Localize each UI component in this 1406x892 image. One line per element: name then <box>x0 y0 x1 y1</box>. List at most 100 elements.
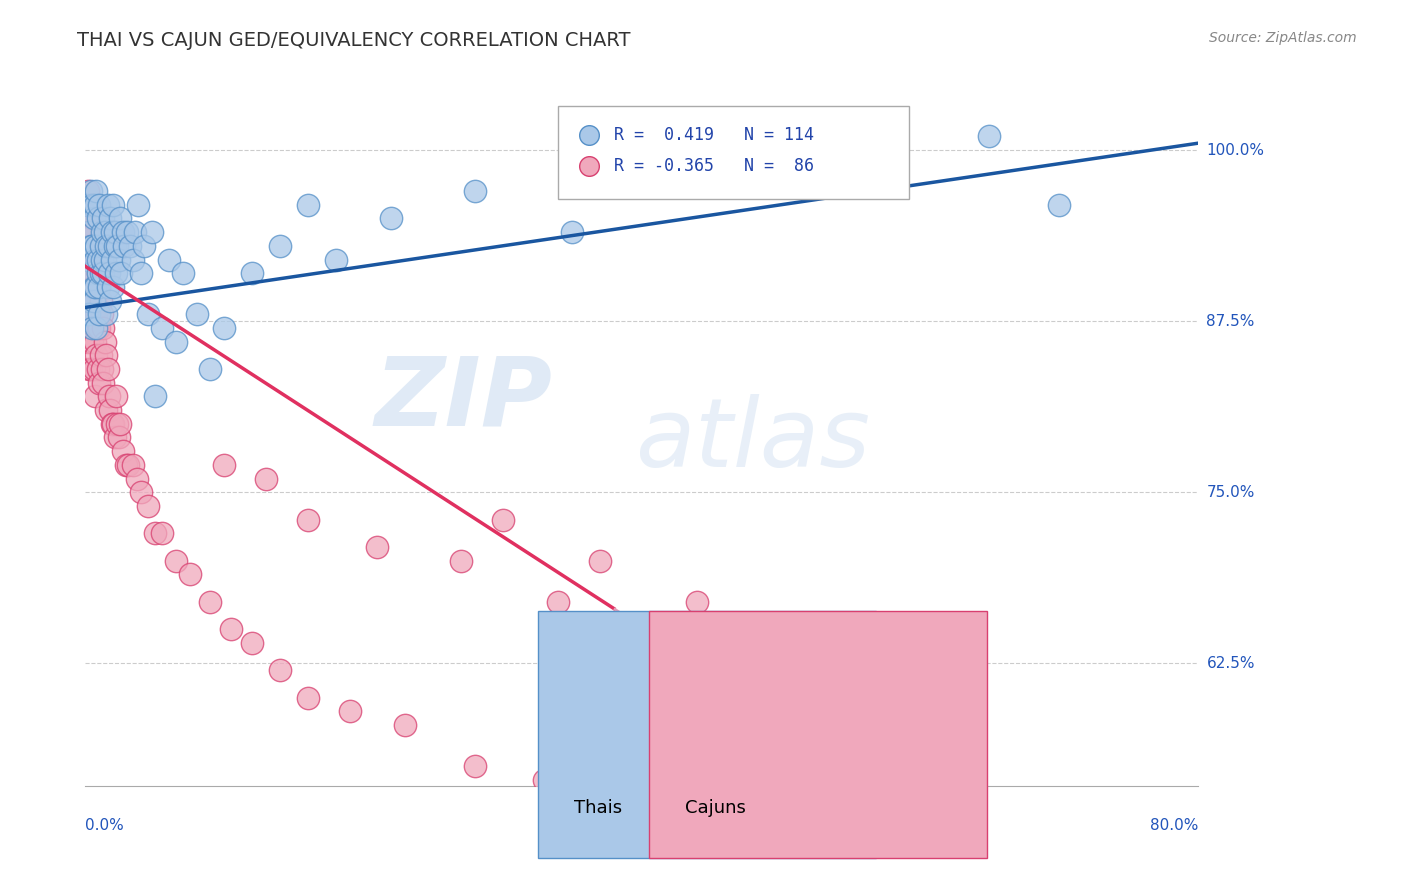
Point <box>83 211 105 226</box>
FancyBboxPatch shape <box>558 105 908 199</box>
Text: THAI VS CAJUN GED/EQUIVALENCY CORRELATION CHART: THAI VS CAJUN GED/EQUIVALENCY CORRELATIO… <box>77 31 631 50</box>
Point <box>100 225 122 239</box>
Point <box>121 458 143 472</box>
Point <box>269 663 291 677</box>
Point <box>86 321 108 335</box>
Point <box>101 280 124 294</box>
Point <box>89 280 111 294</box>
Point <box>394 718 416 732</box>
Point <box>76 307 98 321</box>
Point <box>464 184 486 198</box>
Point <box>79 362 101 376</box>
Point <box>79 225 101 239</box>
Point <box>214 321 236 335</box>
Point <box>124 225 146 239</box>
Point <box>104 266 127 280</box>
Point <box>101 198 124 212</box>
Point <box>150 526 173 541</box>
Point <box>107 430 129 444</box>
Text: ZIP: ZIP <box>375 353 553 446</box>
Point <box>686 595 709 609</box>
Point <box>80 211 103 226</box>
Point <box>797 636 820 650</box>
Text: atlas: atlas <box>636 394 870 487</box>
Point <box>96 362 118 376</box>
Point <box>200 362 222 376</box>
Text: 75.0%: 75.0% <box>1206 484 1254 500</box>
Point <box>89 280 111 294</box>
Point <box>91 307 114 321</box>
Point <box>86 307 108 321</box>
Point <box>80 266 103 280</box>
Point <box>143 526 166 541</box>
Point <box>136 499 159 513</box>
Point <box>98 403 121 417</box>
Point <box>83 266 105 280</box>
Point <box>90 293 112 308</box>
Point <box>644 622 666 636</box>
Point <box>94 334 117 349</box>
Point <box>110 266 132 280</box>
Point <box>111 225 134 239</box>
Point <box>269 239 291 253</box>
Point <box>111 444 134 458</box>
Point <box>115 225 138 239</box>
Point <box>76 225 98 239</box>
Point <box>589 554 612 568</box>
Point <box>103 239 125 253</box>
Text: 87.5%: 87.5% <box>1206 314 1254 328</box>
Point <box>79 293 101 308</box>
Point <box>157 252 180 267</box>
Point <box>82 198 104 212</box>
Point <box>491 512 513 526</box>
Point <box>84 334 107 349</box>
Point <box>96 403 118 417</box>
Point <box>704 221 727 235</box>
Text: 100.0%: 100.0% <box>1206 143 1264 158</box>
Point <box>450 554 472 568</box>
Text: R =  0.419   N = 114: R = 0.419 N = 114 <box>614 126 814 144</box>
Point <box>79 307 101 321</box>
Point <box>118 239 141 253</box>
Point <box>86 239 108 253</box>
Point <box>254 471 277 485</box>
Point <box>105 239 128 253</box>
Point <box>533 772 555 787</box>
Point <box>96 239 118 253</box>
Point <box>136 307 159 321</box>
Point <box>91 362 114 376</box>
Point <box>93 266 115 280</box>
Point <box>339 704 361 718</box>
Point <box>80 184 103 198</box>
Point <box>86 348 108 362</box>
Point <box>96 198 118 212</box>
Point <box>87 266 110 280</box>
Point <box>129 485 152 500</box>
Point <box>80 266 103 280</box>
Point <box>200 595 222 609</box>
Point <box>561 225 583 239</box>
Point <box>121 252 143 267</box>
Legend: Thais, Cajuns: Thais, Cajuns <box>529 789 755 826</box>
Point <box>617 772 640 787</box>
Point <box>658 170 681 185</box>
Point <box>84 293 107 308</box>
Text: 0.0%: 0.0% <box>86 818 124 832</box>
Point <box>89 376 111 390</box>
Point <box>127 198 149 212</box>
Point <box>240 636 263 650</box>
Point <box>240 266 263 280</box>
Point <box>107 252 129 267</box>
Point <box>80 362 103 376</box>
Point <box>76 266 98 280</box>
Point <box>179 567 201 582</box>
Point <box>704 284 727 298</box>
Point <box>464 759 486 773</box>
Point <box>117 458 139 472</box>
Point <box>103 225 125 239</box>
Point <box>79 307 101 321</box>
Point <box>79 198 101 212</box>
Point <box>103 430 125 444</box>
Point <box>80 321 103 335</box>
Point <box>186 307 208 321</box>
